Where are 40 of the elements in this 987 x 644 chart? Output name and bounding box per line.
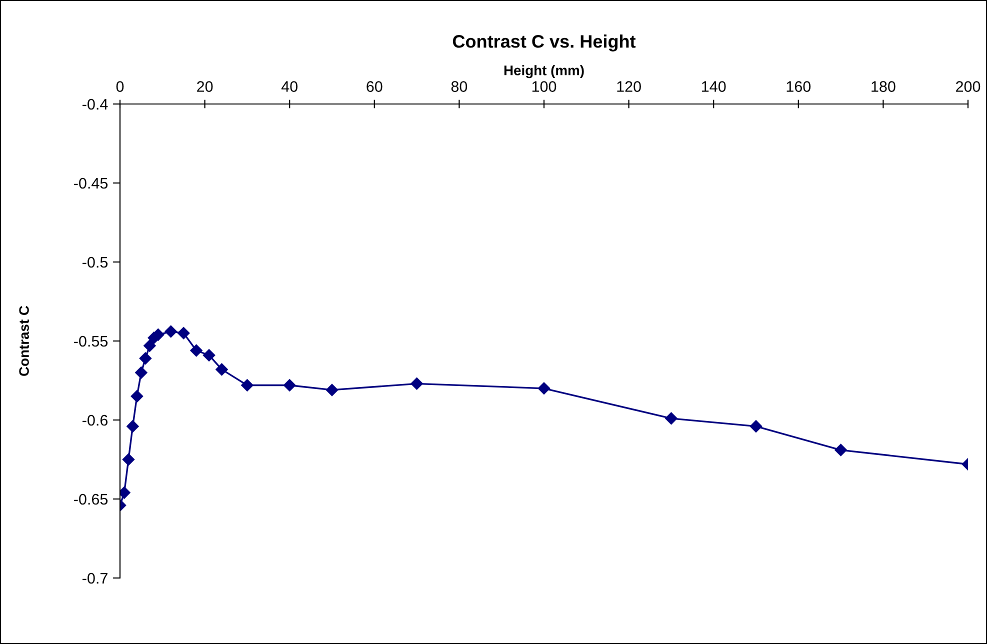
point [326,384,338,396]
x-tick-label: 120 [617,81,641,92]
x-tick-label: 20 [197,81,213,92]
point [126,420,139,432]
x-tick-label: 140 [702,81,726,92]
point [139,352,152,364]
x-axis-title: Height (mm) [504,65,584,78]
x-tick-label: 180 [872,81,896,92]
point [538,382,550,394]
x-tick-label: 0 [116,81,124,92]
point [202,349,216,362]
point [178,327,190,340]
y-tick-label: -0.4 [82,98,108,110]
y-axis-title: Contrast C [19,306,29,376]
point [665,412,678,425]
point [144,340,156,352]
point [410,378,423,390]
y-tick-label: -0.55 [74,336,108,347]
point [122,453,135,466]
point [190,344,202,357]
x-tick-label: 60 [366,81,382,92]
point [216,363,228,376]
y-tick-label: -0.45 [74,178,108,189]
point [135,366,148,379]
point [284,379,296,392]
chart-title: Contrast C vs. Height [452,34,636,52]
point [164,325,177,338]
x-tick-label: 40 [281,81,298,92]
point [750,420,762,432]
x-tick-label: 100 [532,81,556,92]
y-tick-label: -0.65 [74,494,108,505]
y-tick-label: -0.6 [82,414,108,426]
x-tick-label: 160 [786,81,811,92]
y-tick-label: -0.7 [82,572,108,584]
x-tick-label: 200 [956,81,980,92]
point [834,444,847,456]
y-tick-label: -0.5 [82,256,108,268]
point [241,379,254,392]
x-tick-label: 80 [451,81,468,92]
point [130,390,144,402]
